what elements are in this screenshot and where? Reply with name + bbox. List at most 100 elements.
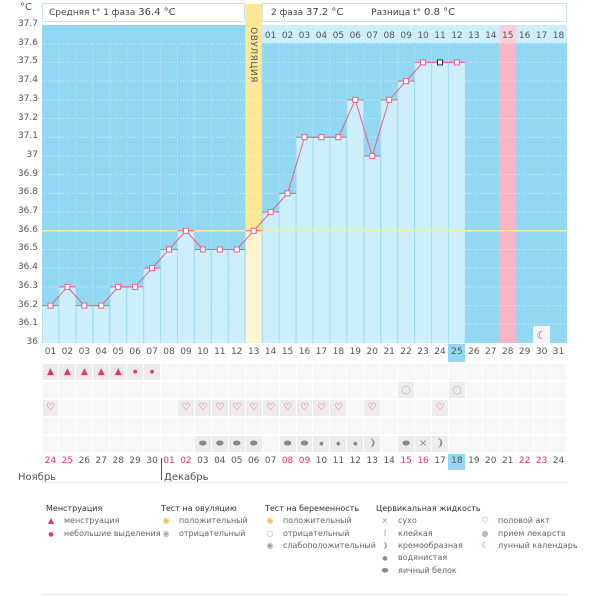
icon-cell — [177, 436, 194, 452]
icon-cell — [313, 382, 330, 398]
bar — [432, 62, 448, 343]
bar — [398, 81, 415, 343]
sun-positive-icon: ◉ — [162, 516, 170, 525]
icon-cell — [398, 418, 415, 434]
icon-cell — [415, 418, 431, 434]
icon-cell — [93, 382, 110, 398]
bar — [347, 99, 364, 343]
icon-cell — [432, 436, 448, 452]
icon-cell — [194, 400, 211, 416]
icon-cell — [533, 436, 550, 452]
icon-cell — [245, 400, 262, 416]
icon-cell — [465, 364, 482, 380]
phase2-day-label: 17 — [536, 31, 547, 41]
pill-icon: ● — [481, 529, 489, 538]
y-tick-label: 37.2 — [17, 112, 38, 123]
phase2-day-label: 03 — [299, 31, 310, 41]
egg-white-drop-icon: ⬬ — [381, 566, 389, 575]
data-point — [436, 59, 443, 66]
calendar-date: 06 — [247, 456, 260, 466]
icon-cell — [228, 400, 245, 416]
heart-icon: ♡ — [364, 400, 381, 416]
legend-ovulation-negative: ◉ отрицательный — [162, 529, 246, 538]
icon-cell — [110, 400, 127, 416]
icon-cell — [347, 382, 364, 398]
menstruation-heavy-icon: ▲ — [110, 364, 127, 380]
icon-cell — [448, 364, 465, 380]
phase1-value: 36.4 °C — [138, 7, 176, 18]
icon-cell — [330, 364, 347, 380]
icon-cell — [144, 364, 161, 380]
icon-cell — [228, 382, 245, 398]
calendar-date: 01 — [163, 456, 175, 466]
icon-cell — [144, 436, 161, 452]
egg-white-drop-icon: ⬬ — [296, 436, 313, 452]
sun-negative-icon: ◉ — [162, 529, 170, 538]
icon-cell — [381, 364, 398, 380]
calendar-date: 10 — [315, 456, 328, 466]
phase2-day-label: 15 — [502, 31, 513, 41]
calendar-date: 29 — [129, 456, 141, 466]
bubble-negative-icon: ○ — [398, 382, 415, 398]
icon-cell — [364, 418, 381, 434]
egg-white-drop-icon: ⬬ — [194, 436, 211, 452]
icon-cell — [364, 382, 381, 398]
expected-period-column — [499, 25, 517, 343]
data-point — [369, 152, 376, 159]
icon-cell — [415, 436, 431, 452]
icon-cell — [381, 436, 398, 452]
drop-small-icon: ● — [144, 364, 161, 380]
today-date-marker — [448, 454, 466, 470]
icon-cell — [279, 364, 296, 380]
creamy-icon: ❩ — [432, 436, 448, 452]
phase2-day-label: 02 — [282, 31, 293, 41]
data-point — [352, 96, 359, 103]
phase2-day-label: 07 — [367, 31, 378, 41]
bar — [415, 62, 432, 343]
icon-cell — [127, 436, 144, 452]
menstruation-heavy-icon: ▲ — [76, 364, 93, 380]
bubble-negative-icon: ○ — [266, 529, 274, 538]
calendar-date: 20 — [485, 456, 497, 466]
legend-ovulation-positive: ◉ положительный — [162, 516, 248, 525]
y-tick-label: 36 — [26, 337, 38, 347]
phase2-day-label: 16 — [519, 31, 531, 41]
calendar-date: 18 — [451, 456, 463, 466]
icon-cell — [144, 418, 161, 434]
phase2-day-label: 05 — [333, 31, 344, 41]
icon-cell — [59, 418, 76, 434]
drop-small-icon: ● — [127, 364, 144, 380]
y-tick-label: 37.4 — [17, 75, 38, 86]
y-tick-label: 36.6 — [17, 224, 38, 235]
icon-cell — [127, 418, 144, 434]
egg-white-drop-icon: ⬬ — [228, 436, 245, 452]
heart-icon: ♡ — [177, 400, 194, 416]
egg-white-drop-icon: ⬬ — [211, 436, 228, 452]
phase2-day-label: 13 — [468, 31, 479, 41]
icon-cell — [381, 400, 398, 416]
data-point — [386, 96, 393, 103]
icon-cell — [432, 418, 448, 434]
icon-cell — [296, 436, 313, 452]
heart-icon: ♡ — [211, 400, 228, 416]
legend-pregnancy-weak: ◉ слабоположительный — [266, 541, 376, 550]
heart-icon: ♡ — [279, 400, 296, 416]
icon-cell — [279, 382, 296, 398]
calendar-date: 28 — [112, 456, 124, 466]
icon-cell — [296, 364, 313, 380]
heart-icon: ♡ — [42, 400, 59, 416]
menstruation-heavy-icon: ▲ — [93, 364, 110, 380]
icon-cell — [364, 400, 381, 416]
calendar-date: 22 — [518, 456, 531, 466]
calendar-date: 16 — [417, 456, 429, 466]
phase2-label: 2 фаза — [271, 8, 304, 18]
calendar-date: 15 — [400, 456, 412, 466]
calendar-date: 17 — [434, 456, 446, 466]
icon-cell — [313, 436, 330, 452]
icon-cell — [76, 436, 93, 452]
data-point — [301, 134, 308, 141]
icon-cell — [398, 382, 415, 398]
calendar-date: 09 — [298, 456, 311, 466]
bar — [211, 249, 228, 343]
